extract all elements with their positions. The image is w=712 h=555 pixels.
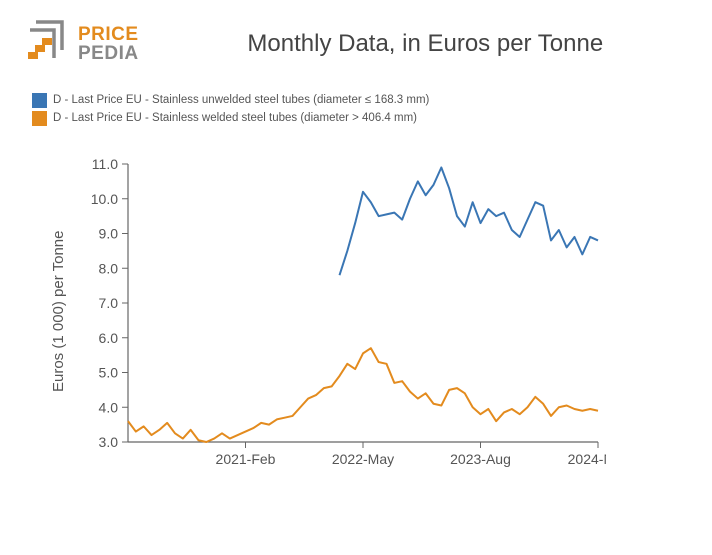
legend-swatch-icon (32, 93, 47, 108)
legend-item: D - Last Price EU - Stainless welded ste… (32, 109, 684, 127)
brand-word-1: PRICE (78, 25, 139, 44)
legend-item: D - Last Price EU - Stainless unwelded s… (32, 91, 684, 109)
brand-logo: PRICE PEDIA (28, 20, 139, 67)
y-tick-label: 5.0 (99, 364, 119, 380)
y-tick-label: 8.0 (99, 260, 119, 276)
x-tick-label: 2024-Nov (568, 451, 606, 467)
chart-area: Euros (1 000) per Tonne 3.0 4.0 5.0 6.0 7.0 8… (36, 156, 684, 481)
x-tick-label: 2023-Aug (450, 451, 511, 467)
y-tick-label: 11.0 (92, 156, 118, 172)
legend-swatch-icon (32, 111, 47, 126)
legend: D - Last Price EU - Stainless unwelded s… (32, 91, 684, 128)
y-tick-label: 6.0 (99, 330, 119, 346)
brand-word-2: PEDIA (78, 44, 139, 63)
x-tick-label: 2022-May (332, 451, 394, 467)
x-tick-label: 2021-Feb (216, 451, 276, 467)
pricepedia-icon (28, 20, 70, 67)
y-tick-label: 9.0 (99, 225, 119, 241)
y-tick-label: 4.0 (99, 399, 119, 415)
y-tick-label: 3.0 (99, 434, 119, 450)
brand-wordmark: PRICE PEDIA (78, 25, 139, 63)
legend-label: D - Last Price EU - Stainless unwelded s… (53, 91, 429, 109)
y-tick-label: 10.0 (91, 191, 118, 207)
line-chart: 3.0 4.0 5.0 6.0 7.0 8.0 9.0 10.0 11.0 2021-Feb 202… (36, 156, 606, 476)
header: PRICE PEDIA Monthly Data, in Euros per T… (28, 20, 684, 67)
chart-title: Monthly Data, in Euros per Tonne (167, 30, 684, 58)
legend-label: D - Last Price EU - Stainless welded ste… (53, 109, 417, 127)
series-welded (128, 348, 598, 442)
y-axis-label: Euros (1 000) per Tonne (50, 230, 67, 392)
y-tick-label: 7.0 (99, 295, 119, 311)
page-root: PRICE PEDIA Monthly Data, in Euros per T… (0, 0, 712, 555)
series-unwelded (340, 167, 599, 275)
